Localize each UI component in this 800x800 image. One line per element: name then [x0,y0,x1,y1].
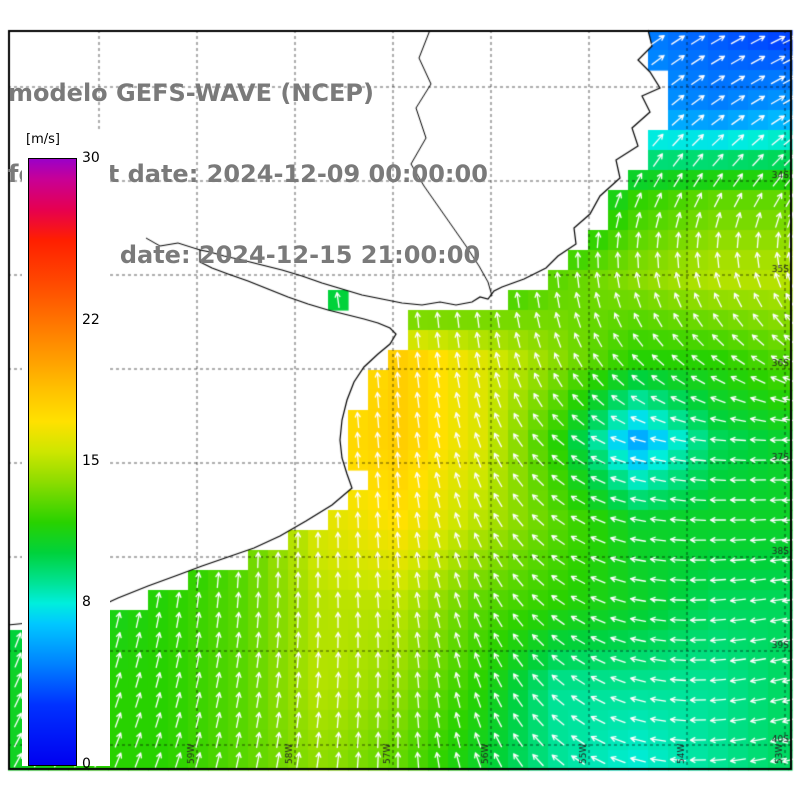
model-name: modelo GEFS-WAVE (NCEP) [8,79,374,107]
colorbar [28,158,77,766]
legend-unit-label: [m/s] [26,132,60,147]
colorbar-legend: [m/s] 30 22 15 8 0 [22,130,110,772]
colorbar-tick-30: 30 [82,150,100,166]
colorbar-tick-8: 8 [82,594,91,611]
colorbar-tick-22: 22 [82,311,100,328]
colorbar-tick-15: 15 [82,453,100,469]
colorbar-tick-0: 0 [82,756,91,772]
